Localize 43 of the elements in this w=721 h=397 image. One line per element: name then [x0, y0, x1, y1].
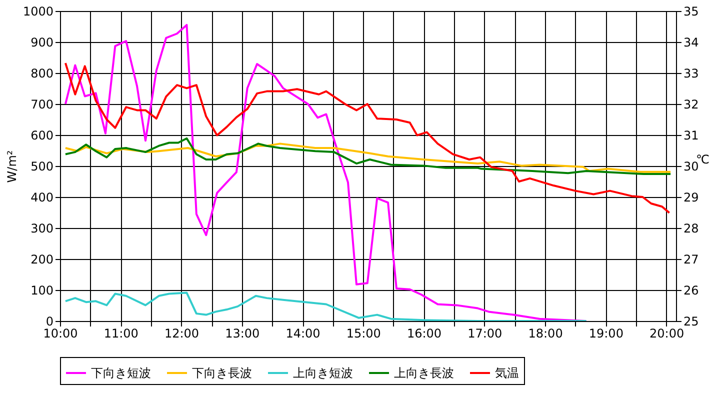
- y2-tick-label: 26: [684, 284, 699, 298]
- y-tick-label: 100: [30, 284, 54, 298]
- y-tick-label: 400: [30, 190, 54, 204]
- x-tick-label: 13:00: [225, 326, 260, 340]
- x-tick-label: 11:00: [104, 326, 138, 340]
- line-series: [64, 142, 672, 173]
- y2-tick-label: 30: [684, 160, 699, 174]
- y-axis-title: W/m²: [4, 150, 19, 183]
- y-tick-label: 500: [30, 160, 54, 174]
- y2-tick-label: 31: [684, 128, 699, 142]
- y-tick-label: 800: [30, 66, 54, 80]
- y2-tick-label: 29: [684, 190, 699, 204]
- x-tick-label: 18:00: [528, 326, 563, 340]
- legend-label: 気温: [495, 366, 519, 380]
- line-series: [64, 62, 670, 214]
- x-tick-label: 20:00: [650, 326, 684, 340]
- x-tick-label: 10:00: [43, 326, 78, 340]
- y2-tick-label: 27: [684, 252, 699, 266]
- legend-label: 上向き短波: [293, 366, 353, 380]
- y-tick-label: 900: [30, 36, 54, 50]
- line-series: [64, 137, 672, 176]
- y-tick-label: 300: [30, 222, 54, 236]
- legend-label: 上向き長波: [394, 366, 454, 380]
- y-tick-label: 600: [30, 128, 54, 142]
- x-tick-label: 19:00: [588, 326, 624, 340]
- y2-tick-label: 33: [684, 66, 699, 80]
- y-tick-label: 700: [30, 98, 54, 112]
- x-tick-label: 17:00: [468, 326, 502, 340]
- y2-tick-label: 35: [684, 4, 699, 18]
- x-tick-label: 14:00: [286, 326, 320, 340]
- y-tick-label: 200: [30, 252, 54, 266]
- legend-label: 下向き長波: [192, 366, 252, 380]
- x-tick-label: 12:00: [164, 326, 200, 340]
- line-series: [64, 292, 588, 321]
- x-tick-label: 15:00: [346, 326, 381, 340]
- x-tick-label: 16:00: [406, 326, 442, 340]
- y-tick-label: 0: [46, 314, 54, 328]
- legend-label: 下向き短波: [91, 366, 151, 380]
- y2-tick-label: 32: [684, 98, 699, 112]
- y2-tick-label: 25: [684, 314, 699, 328]
- y2-tick-label: 34: [684, 36, 699, 50]
- y2-tick-label: 28: [684, 222, 699, 236]
- y-tick-label: 1000: [22, 4, 54, 18]
